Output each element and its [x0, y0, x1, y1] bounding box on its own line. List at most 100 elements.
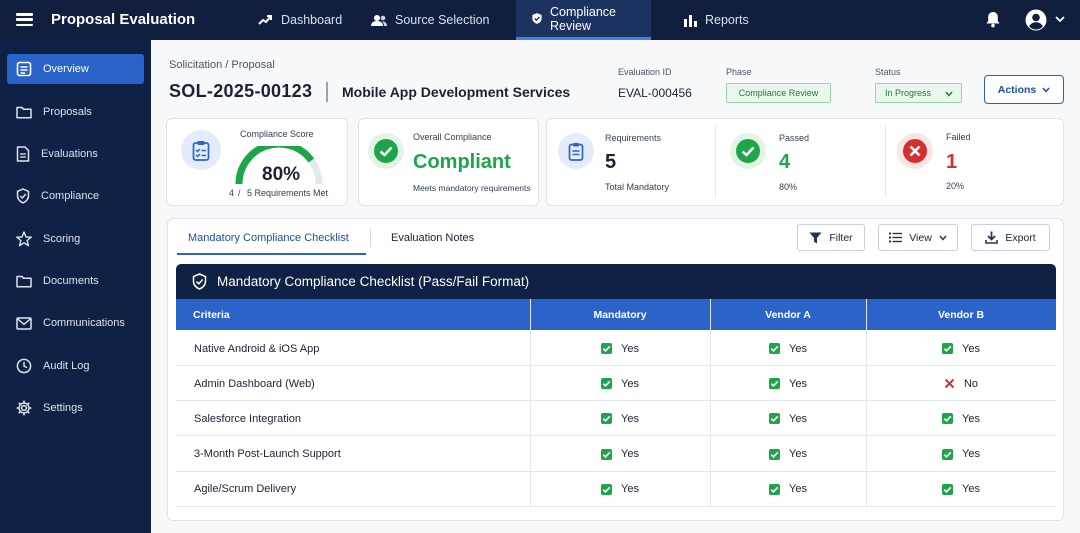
- sidebar-item-evaluations[interactable]: Evaluations: [7, 139, 144, 169]
- status-dropdown[interactable]: In Progress: [875, 83, 962, 103]
- column-header-vendor-b[interactable]: Vendor B: [937, 308, 985, 321]
- column-divider: [710, 299, 711, 507]
- clock-icon: [16, 358, 32, 374]
- app-title: Proposal Evaluation: [51, 11, 196, 28]
- checkbox-checked-icon: [769, 343, 781, 354]
- met-slash: /: [238, 188, 241, 198]
- requirements-value: 5: [605, 151, 617, 173]
- shield-icon: [16, 188, 30, 204]
- tab-evaluation-notes[interactable]: Evaluation Notes: [391, 232, 475, 244]
- title-divider: [326, 82, 328, 102]
- sidebar-item-audit-log[interactable]: Audit Log: [7, 351, 144, 381]
- column-header-criteria[interactable]: Criteria: [193, 308, 230, 321]
- table-title: Mandatory Compliance Checklist (Pass/Fai…: [217, 274, 530, 289]
- check-circle-icon: [730, 133, 766, 169]
- vendor-b-cell: Yes: [866, 437, 1056, 472]
- shield-check-icon: [192, 273, 207, 290]
- failed-value: 1: [946, 151, 958, 173]
- bell-icon[interactable]: [986, 11, 1000, 28]
- cell-value: No: [963, 377, 979, 390]
- failed-sub: 20%: [946, 181, 965, 191]
- folder-icon: [16, 106, 32, 119]
- overall-sub: Meets mandatory requirements: [413, 183, 531, 193]
- status-label: Status: [875, 67, 901, 77]
- tab-mandatory-compliance-checklist[interactable]: Mandatory Compliance Checklist: [188, 232, 349, 244]
- gauge-fill: [235, 146, 315, 185]
- gear-icon: [16, 400, 32, 416]
- filter-label: Filter: [829, 231, 853, 244]
- export-button[interactable]: Export: [971, 224, 1050, 251]
- vendor-a-cell: Yes: [710, 437, 866, 472]
- filter-icon: [809, 232, 822, 243]
- sidebar-item-communications[interactable]: Communications: [7, 308, 144, 338]
- table-row[interactable]: Admin Dashboard (Web) Yes Yes No: [176, 366, 1056, 402]
- clipboard-check-icon: [181, 130, 221, 170]
- sidebar-item-scoring[interactable]: Scoring: [7, 224, 144, 254]
- column-header-mandatory[interactable]: Mandatory: [593, 308, 647, 321]
- sidebar-item-documents[interactable]: Documents: [7, 266, 144, 296]
- sidebar-item-settings[interactable]: Settings: [7, 393, 144, 423]
- nav-reports[interactable]: Reports: [684, 0, 749, 40]
- cell-value: Yes: [621, 342, 639, 355]
- cell-value: Yes: [789, 342, 807, 355]
- checkbox-checked-icon: [942, 448, 954, 460]
- phase-label: Phase: [726, 67, 752, 77]
- table-row[interactable]: Native Android & iOS App Yes Yes Yes: [176, 331, 1056, 366]
- view-button[interactable]: View: [878, 224, 958, 251]
- passed-value: 4: [779, 151, 791, 173]
- star-icon: [16, 231, 32, 247]
- evaluation-id-value: EVAL-000456: [618, 86, 692, 100]
- nav-source-selection[interactable]: Source Selection: [371, 0, 490, 40]
- page-title: Mobile App Development Services: [342, 84, 571, 100]
- nav-dashboard[interactable]: Dashboard: [258, 0, 342, 40]
- nav-label: Compliance Review: [550, 4, 617, 33]
- cell-value: Yes: [789, 377, 807, 390]
- nav-compliance-review[interactable]: Compliance Review: [516, 0, 651, 40]
- table-row[interactable]: 3-Month Post-Launch Support Yes Yes Yes: [176, 436, 1056, 472]
- top-navigation-bar: Proposal Evaluation Dashboard Source Sel…: [0, 0, 1080, 40]
- score-label: Compliance Score: [240, 129, 314, 139]
- sidebar-item-label: Overview: [43, 63, 89, 75]
- breadcrumb[interactable]: Solicitation / Proposal: [169, 59, 275, 71]
- sidebar-item-compliance[interactable]: Compliance: [7, 181, 144, 211]
- view-label: View: [909, 231, 932, 244]
- vendor-a-cell: Yes: [710, 331, 866, 366]
- sidebar-item-label: Audit Log: [43, 360, 90, 372]
- shield-check-icon: [532, 13, 542, 24]
- cell-value: Yes: [789, 448, 807, 461]
- cell-value: Yes: [621, 448, 639, 461]
- column-divider: [530, 299, 531, 507]
- mandatory-cell: Yes: [530, 401, 710, 436]
- chevron-down-icon: [945, 91, 953, 97]
- x-circle-icon: [897, 133, 933, 169]
- cell-value: Yes: [962, 483, 980, 496]
- checkbox-checked-icon: [601, 483, 613, 495]
- overall-value: Compliant: [413, 151, 511, 173]
- sidebar-item-label: Proposals: [43, 106, 92, 118]
- menu-icon[interactable]: [16, 13, 33, 26]
- column-header-vendor-a[interactable]: Vendor A: [765, 308, 811, 321]
- filter-button[interactable]: Filter: [797, 224, 865, 251]
- nav-label: Dashboard: [281, 13, 343, 27]
- table-row[interactable]: Salesforce Integration Yes Yes Yes: [176, 401, 1056, 437]
- user-avatar-icon[interactable]: [1025, 9, 1047, 31]
- cell-value: Yes: [962, 448, 980, 461]
- sidebar-item-proposals[interactable]: Proposals: [7, 97, 144, 127]
- sidebar-item-overview[interactable]: Overview: [7, 54, 144, 84]
- mail-icon: [16, 316, 32, 330]
- sidebar-item-label: Settings: [43, 402, 83, 414]
- nav-label: Reports: [705, 13, 749, 27]
- checkbox-checked-icon: [601, 448, 613, 460]
- export-label: Export: [1005, 231, 1036, 244]
- vendor-b-cell: Yes: [866, 331, 1056, 366]
- actions-button[interactable]: Actions: [984, 75, 1064, 104]
- table-row[interactable]: Agile/Scrum Delivery Yes Yes Yes: [176, 471, 1056, 507]
- actions-label: Actions: [997, 83, 1037, 96]
- cell-value: Yes: [621, 483, 639, 496]
- chevron-down-icon[interactable]: [1055, 16, 1065, 23]
- checkbox-checked-icon: [942, 343, 954, 354]
- checkbox-checked-icon: [601, 413, 613, 425]
- folder-icon: [16, 275, 32, 288]
- requirements-label: Requirements: [605, 133, 662, 143]
- checkbox-checked-icon: [769, 448, 781, 460]
